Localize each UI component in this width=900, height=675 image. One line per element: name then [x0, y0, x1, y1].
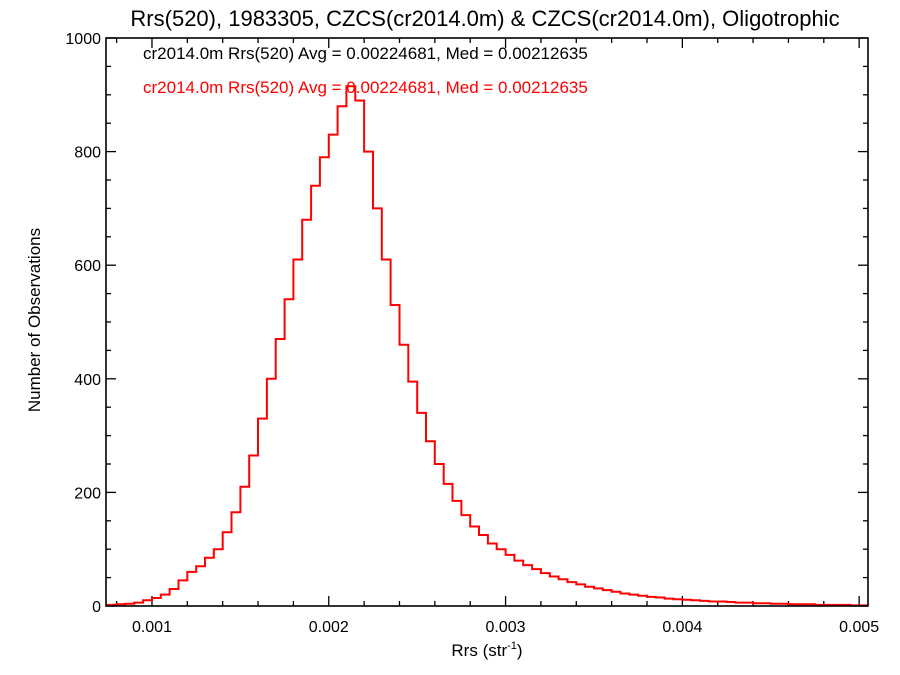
series-layer — [106, 85, 868, 607]
x-axis-title-suffix: ) — [517, 641, 523, 660]
x-axis-title-main: Rrs (str — [451, 641, 507, 660]
x-tick-label: 0.004 — [662, 619, 702, 636]
annotations: cr2014.0m Rrs(520) Avg = 0.00224681, Med… — [143, 44, 588, 97]
x-tick-label: 0.005 — [839, 619, 879, 636]
y-axis-title: Number of Observations — [25, 228, 44, 412]
x-tick-labels: 0.001 0.002 0.003 0.004 0.005 — [132, 619, 879, 636]
y-tick-label: 0 — [92, 599, 101, 616]
chart-title: Rrs(520), 1983305, CZCS(cr2014.0m) & CZC… — [130, 6, 839, 31]
stats-annotation-red: cr2014.0m Rrs(520) Avg = 0.00224681, Med… — [143, 78, 588, 97]
x-axis-title-superscript: -1 — [507, 640, 517, 652]
y-tick-label: 400 — [74, 372, 101, 389]
y-tick-label: 1000 — [65, 31, 101, 48]
y-tick-labels: 0 200 400 600 800 1000 — [65, 31, 101, 616]
histogram-series-line — [106, 85, 868, 607]
x-tick-label: 0.003 — [486, 619, 526, 636]
y-tick-label: 600 — [74, 258, 101, 275]
plot-frame — [105, 37, 869, 607]
y-tick-label: 800 — [74, 145, 101, 162]
stats-annotation-black: cr2014.0m Rrs(520) Avg = 0.00224681, Med… — [143, 44, 588, 63]
x-axis-title: Rrs (str-1) — [451, 640, 522, 660]
y-tick-label: 200 — [74, 485, 101, 502]
x-tick-label: 0.001 — [132, 619, 172, 636]
x-tick-label: 0.002 — [309, 619, 349, 636]
